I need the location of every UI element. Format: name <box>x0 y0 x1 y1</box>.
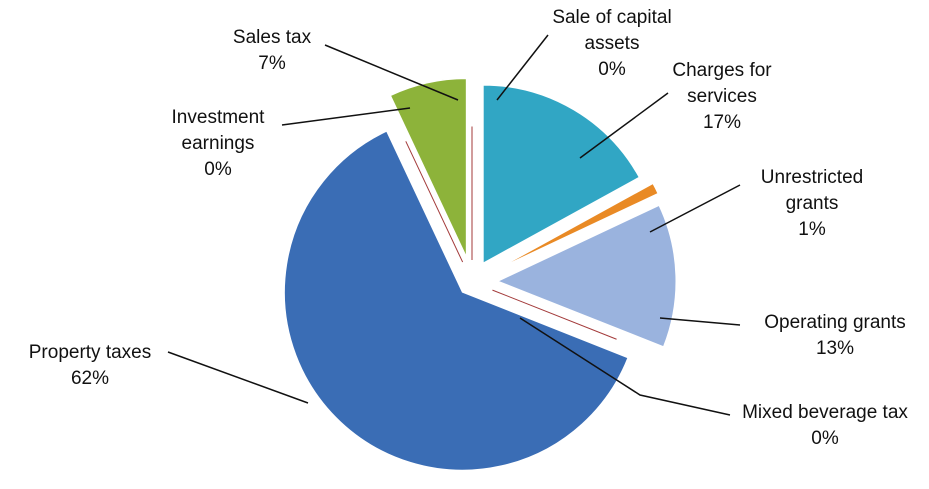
slice-value-label: 62% <box>70 368 110 389</box>
slice <box>496 204 677 348</box>
leader-line <box>579 92 669 159</box>
slice-label: Mixed beverage tax <box>742 402 908 423</box>
slice <box>283 130 629 471</box>
slice <box>389 78 467 257</box>
slice-value-label: 7% <box>258 53 286 74</box>
slice-label: Sales tax <box>232 27 312 48</box>
leader-line <box>167 351 309 404</box>
slice-label: Property taxes <box>28 342 152 363</box>
leader-line <box>324 44 459 101</box>
slice-value-label: 0% <box>598 59 626 80</box>
slice-label: Operating grants <box>764 312 906 333</box>
slice <box>496 182 659 270</box>
slice-value-label: 0% <box>204 159 232 180</box>
slice <box>482 84 640 264</box>
leader-line <box>659 317 741 326</box>
slice-value-label: 0% <box>811 428 839 449</box>
leader-line <box>649 184 741 233</box>
slice <box>492 289 617 340</box>
slice-value-label: 1% <box>798 219 826 240</box>
leader-line <box>281 107 411 126</box>
slice-label: Investment earnings <box>171 107 265 154</box>
slice-label: Charges for services <box>672 60 772 107</box>
leader-line <box>496 34 549 101</box>
slice <box>405 141 464 263</box>
leader-line <box>519 317 731 416</box>
slice-value-label: 13% <box>815 338 855 359</box>
slice-label: Sale of capital assets <box>552 7 672 54</box>
slice-value-label: 17% <box>702 112 742 133</box>
slice-label: Unrestricted grants <box>760 167 864 214</box>
